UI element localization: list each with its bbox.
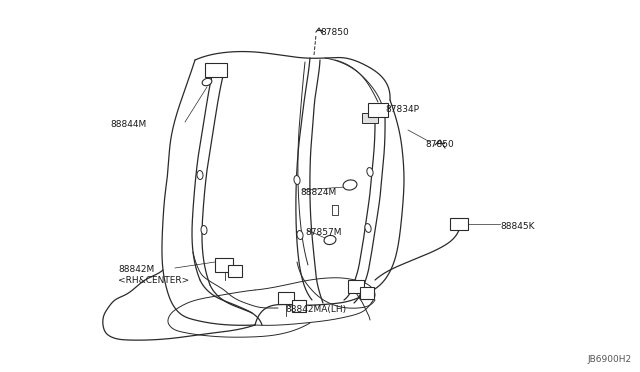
Text: 87834P: 87834P <box>385 105 419 114</box>
Ellipse shape <box>294 176 300 185</box>
Ellipse shape <box>297 231 303 240</box>
Text: 88845K: 88845K <box>500 222 534 231</box>
FancyBboxPatch shape <box>215 258 233 272</box>
FancyBboxPatch shape <box>368 103 388 117</box>
FancyBboxPatch shape <box>292 300 306 312</box>
Text: 88842M: 88842M <box>118 265 154 274</box>
Text: JB6900H2: JB6900H2 <box>588 355 632 364</box>
Ellipse shape <box>365 224 371 232</box>
Text: 87857M: 87857M <box>305 228 342 237</box>
Ellipse shape <box>367 167 373 176</box>
Text: 87850: 87850 <box>320 28 349 37</box>
Ellipse shape <box>343 180 357 190</box>
Text: 87850: 87850 <box>425 140 454 149</box>
FancyBboxPatch shape <box>450 218 468 230</box>
FancyBboxPatch shape <box>278 292 294 304</box>
Ellipse shape <box>324 235 336 244</box>
Text: 88844M: 88844M <box>110 120 147 129</box>
Text: 88842MA(LH): 88842MA(LH) <box>285 305 346 314</box>
FancyBboxPatch shape <box>205 63 227 77</box>
FancyBboxPatch shape <box>228 265 242 277</box>
FancyBboxPatch shape <box>362 113 378 123</box>
Text: <RH&CENTER>: <RH&CENTER> <box>118 276 189 285</box>
Ellipse shape <box>201 225 207 234</box>
Ellipse shape <box>197 170 203 180</box>
FancyBboxPatch shape <box>360 287 374 299</box>
FancyBboxPatch shape <box>348 280 364 293</box>
Text: 88824M: 88824M <box>300 188 336 197</box>
Ellipse shape <box>202 78 212 86</box>
